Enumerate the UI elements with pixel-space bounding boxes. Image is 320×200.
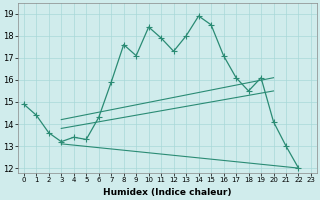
- X-axis label: Humidex (Indice chaleur): Humidex (Indice chaleur): [103, 188, 232, 197]
